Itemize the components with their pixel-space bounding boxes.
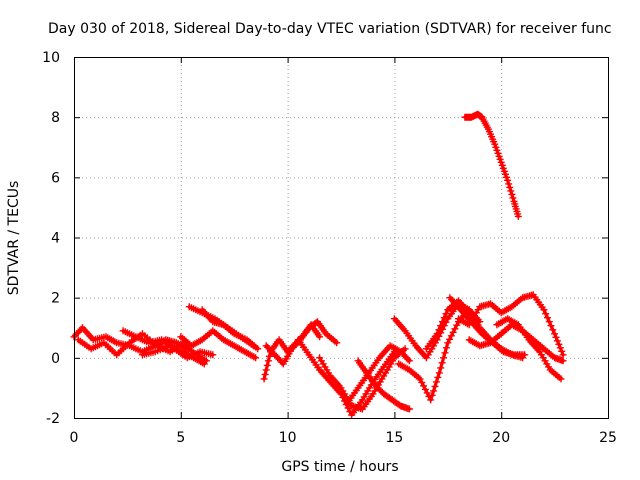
data-point xyxy=(401,345,409,353)
data-point xyxy=(263,361,271,369)
series-trace-12 xyxy=(343,342,413,407)
x-tick-label: 10 xyxy=(279,430,297,446)
x-tick-label: 15 xyxy=(385,430,403,446)
data-point xyxy=(507,187,515,195)
data-point xyxy=(265,352,273,360)
x-tick-label: 5 xyxy=(176,430,185,446)
data-point xyxy=(200,360,208,368)
series-trace-7 xyxy=(198,306,262,353)
series-trace-20 xyxy=(493,315,565,383)
data-point xyxy=(451,325,459,333)
data-point xyxy=(442,310,450,318)
series-trace-4 xyxy=(138,342,208,368)
tick-layer: 0 5 10 15 20 25 -2 0 2 4 6 8 10 xyxy=(42,50,617,446)
series-layer xyxy=(70,110,567,419)
x-axis-label: GPS time / hours xyxy=(281,459,398,475)
data-point xyxy=(316,333,324,341)
data-point xyxy=(442,344,450,352)
series-trace-5 xyxy=(177,327,260,362)
data-point xyxy=(549,326,557,334)
y-tick-label: 10 xyxy=(42,50,60,66)
data-point xyxy=(437,322,445,330)
data-point xyxy=(545,318,553,326)
y-tick-label: -2 xyxy=(46,411,60,427)
data-point xyxy=(491,140,499,148)
data-point xyxy=(261,370,269,378)
data-point xyxy=(544,314,551,322)
chart-title: Day 030 of 2018, Sidereal Day-to-day VTE… xyxy=(48,21,612,37)
data-point xyxy=(435,369,443,377)
data-point xyxy=(558,347,566,355)
data-point xyxy=(552,333,560,341)
data-point xyxy=(553,337,561,345)
data-point xyxy=(428,391,436,399)
series-trace-13 xyxy=(354,357,413,413)
data-point xyxy=(441,349,449,357)
data-point xyxy=(551,330,559,338)
data-point xyxy=(557,375,565,383)
data-point xyxy=(505,180,513,188)
data-point xyxy=(209,351,217,359)
data-point xyxy=(559,351,567,359)
y-tick-label: 4 xyxy=(51,231,60,247)
data-point xyxy=(521,351,529,359)
x-tick-label: 20 xyxy=(492,430,510,446)
data-point xyxy=(556,344,564,352)
data-point xyxy=(504,176,512,184)
data-point xyxy=(559,357,567,365)
x-tick-label: 25 xyxy=(599,430,617,446)
y-tick-label: 6 xyxy=(51,170,60,186)
data-point xyxy=(514,212,522,220)
data-point xyxy=(542,310,550,318)
data-point xyxy=(440,354,447,362)
data-point xyxy=(254,345,262,353)
data-point xyxy=(405,357,413,365)
data-point xyxy=(404,355,412,363)
data-point xyxy=(509,194,517,202)
y-tick-label: 0 xyxy=(51,351,60,367)
data-point xyxy=(437,364,445,372)
data-point xyxy=(506,183,514,191)
data-point xyxy=(405,405,413,413)
data-point xyxy=(262,366,270,374)
series-trace-11 xyxy=(316,345,409,413)
data-point xyxy=(430,387,438,395)
data-point xyxy=(264,357,272,365)
data-point xyxy=(547,322,555,330)
x-tick-label: 0 xyxy=(70,430,79,446)
y-axis-label: SDTVAR / TECUs xyxy=(6,181,22,296)
data-point xyxy=(333,339,341,347)
data-point xyxy=(434,373,442,381)
data-point xyxy=(440,314,448,322)
y-tick-label: 8 xyxy=(51,110,60,126)
data-point xyxy=(438,359,446,367)
data-point xyxy=(433,330,441,338)
series-trace-21 xyxy=(461,110,522,220)
data-point xyxy=(439,318,446,326)
data-point xyxy=(432,378,440,386)
data-point xyxy=(508,190,516,198)
data-point xyxy=(252,354,260,362)
data-point xyxy=(260,375,268,383)
data-point xyxy=(435,326,443,334)
series-trace-18 xyxy=(455,291,567,359)
data-point xyxy=(555,340,563,348)
plot-frame xyxy=(74,57,609,419)
data-point xyxy=(427,396,435,404)
grid-layer xyxy=(74,57,608,418)
data-point xyxy=(431,382,439,390)
y-tick-label: 2 xyxy=(51,291,60,307)
data-point xyxy=(540,306,548,314)
